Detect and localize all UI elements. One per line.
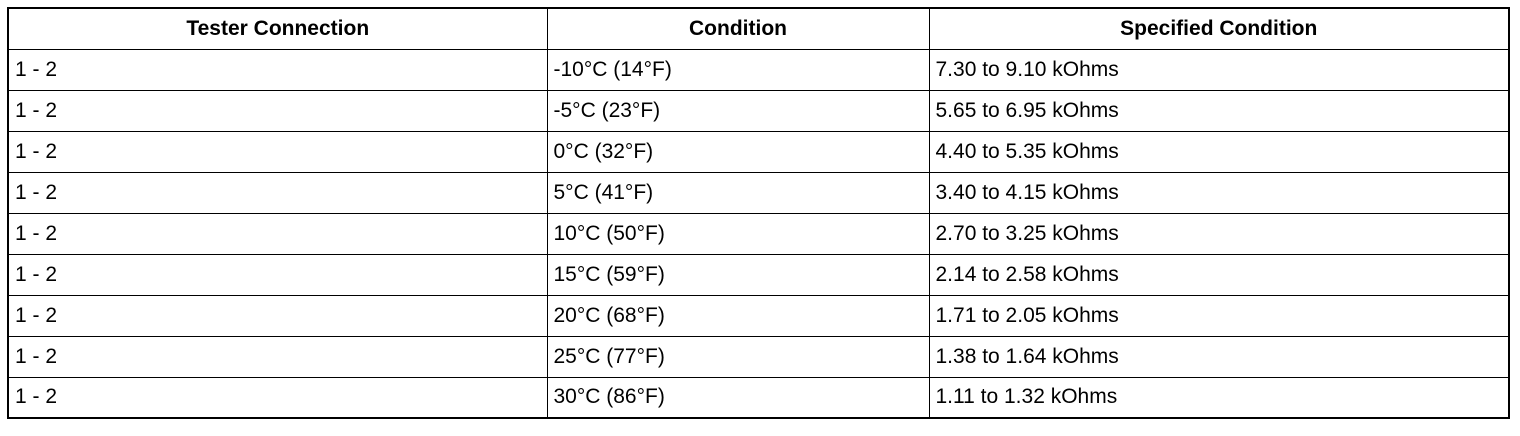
table-cell: 2.70 to 3.25 kOhms [928,212,1510,255]
table-row: 1 - 2 -5°C (23°F) 5.65 to 6.95 kOhms [7,89,1510,132]
table-row: 1 - 2 -10°C (14°F) 7.30 to 9.10 kOhms [7,48,1510,91]
table-cell: -10°C (14°F) [546,48,930,91]
table-cell: 1 - 2 [7,89,548,132]
table-cell: 1 - 2 [7,376,548,419]
table-row: 1 - 2 5°C (41°F) 3.40 to 4.15 kOhms [7,171,1510,214]
column-header: Tester Connection [7,7,548,50]
table-cell: 20°C (68°F) [546,294,930,337]
table-cell: 5.65 to 6.95 kOhms [928,89,1510,132]
table-row: 1 - 2 15°C (59°F) 2.14 to 2.58 kOhms [7,253,1510,296]
table-cell: 4.40 to 5.35 kOhms [928,130,1510,173]
header-row: Tester Connection Condition Specified Cond… [7,7,1510,50]
table-cell: 2.14 to 2.58 kOhms [928,253,1510,296]
table-cell: 1 - 2 [7,130,548,173]
table-row: 1 - 2 10°C (50°F) 2.70 to 3.25 kOhms [7,212,1510,255]
table-cell: 5°C (41°F) [546,171,930,214]
table-row: 1 - 2 20°C (68°F) 1.71 to 2.05 kOhms [7,294,1510,337]
table-cell: 1 - 2 [7,171,548,214]
table-cell: 25°C (77°F) [546,335,930,378]
table-cell: 1 - 2 [7,294,548,337]
table-cell: 30°C (86°F) [546,376,930,419]
table-row: 1 - 2 25°C (77°F) 1.38 to 1.64 kOhms [7,335,1510,378]
table-row: 1 - 2 0°C (32°F) 4.40 to 5.35 kOhms [7,130,1510,173]
table-cell: 1 - 2 [7,253,548,296]
column-header: Specified Condition [928,7,1510,50]
spec-table: Tester Connection Condition Specified Cond… [7,7,1510,419]
table-cell: 15°C (59°F) [546,253,930,296]
table-cell: 1 - 2 [7,48,548,91]
column-header: Condition [546,7,930,50]
table-cell: 1.38 to 1.64 kOhms [928,335,1510,378]
table-row: 1 - 2 30°C (86°F) 1.11 to 1.32 kOhms [7,376,1510,419]
table-cell: 1 - 2 [7,335,548,378]
table-cell: 1.71 to 2.05 kOhms [928,294,1510,337]
table-cell: 3.40 to 4.15 kOhms [928,171,1510,214]
table-body: 1 - 2 -10°C (14°F) 7.30 to 9.10 kOhms 1 - 2… [7,48,1510,419]
table-cell: 10°C (50°F) [546,212,930,255]
table-cell: -5°C (23°F) [546,89,930,132]
table-cell: 1 - 2 [7,212,548,255]
table-cell: 0°C (32°F) [546,130,930,173]
table-cell: 1.11 to 1.32 kOhms [928,376,1510,419]
table-cell: 7.30 to 9.10 kOhms [928,48,1510,91]
